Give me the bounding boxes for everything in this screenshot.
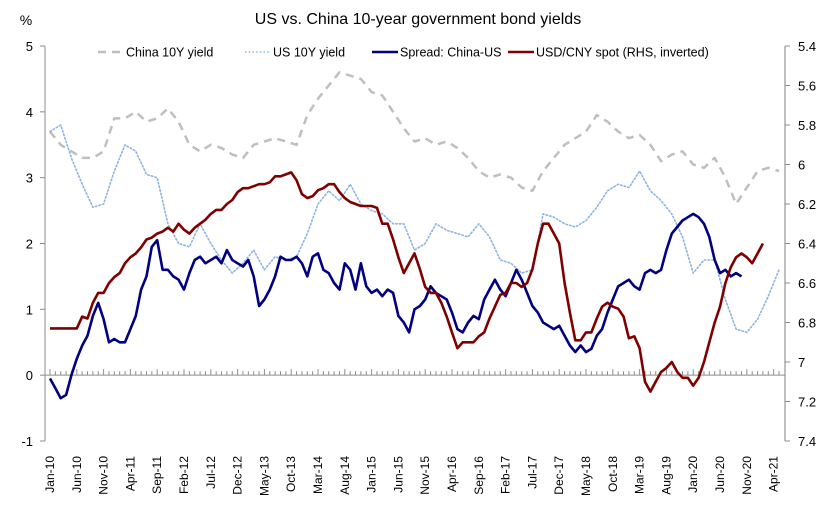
x-axis-tick-label: Sep-16	[472, 456, 486, 495]
right-axis-tick-label: 6.4	[798, 237, 816, 252]
right-axis-tick-label: 5.8	[798, 118, 816, 133]
legend: China 10Y yield US 10Y yield Spread: China…	[98, 46, 709, 60]
x-axis-tick-label: Feb-17	[499, 456, 513, 494]
x-axis-tick-label: Aug-19	[659, 456, 673, 495]
legend-label: Spread: China-US	[400, 46, 501, 60]
left-axis-tick-label: 3	[26, 171, 33, 186]
right-axis-tick-label: 7	[798, 355, 805, 370]
legend-label: USD/CNY spot (RHS, inverted)	[536, 46, 709, 60]
x-axis-tick-label: Jul-17	[525, 456, 539, 489]
x-axis-tick-label: Oct-13	[284, 456, 298, 492]
x-axis-tick-label: Jul-12	[204, 456, 218, 489]
x-axis-tick-label: May-13	[257, 456, 271, 496]
legend-label: US 10Y yield	[273, 46, 345, 60]
series-line-usd-cny-spot-rhs-inverted	[50, 171, 765, 393]
legend-label: China 10Y yield	[126, 46, 213, 60]
x-axis-tick-label: Dec-17	[552, 456, 566, 495]
right-axis-tick-label: 7.2	[798, 395, 816, 410]
left-axis-tick-label: 4	[26, 105, 33, 120]
chart-title: US vs. China 10-year government bond yie…	[255, 11, 581, 28]
right-axis-tick-label: 6.2	[798, 197, 816, 212]
left-axis-tick-label: 1	[26, 302, 33, 317]
x-axis-tick-label: Jun-15	[391, 456, 405, 493]
axes: 5 4 3 2 1 0 -1 5.4 5.6 5.8 6 6.2 6.4 6.6 6.8 7 7.2 7.4 Jan…	[21, 39, 816, 496]
left-axis-unit-label: %	[20, 12, 32, 28]
series-line-china-10y-yield	[49, 71, 780, 206]
x-axis-tick-label: Jun-10	[70, 456, 84, 493]
x-axis-tick-label: Jan-15	[365, 456, 379, 493]
x-axis-tick-label: Mar-19	[633, 456, 647, 494]
x-axis-tick-label: Jun-20	[713, 456, 727, 493]
right-axis-tick-label: 5.6	[798, 79, 816, 94]
x-axis-tick-label: Apr-16	[445, 456, 459, 492]
x-axis-tick-label: Nov-20	[740, 456, 754, 495]
right-axis-tick-label: 7.4	[798, 434, 816, 449]
series-line-spread-china-us	[48, 212, 743, 400]
left-axis-tick-label: 2	[26, 237, 33, 252]
x-axis-tick-label: Mar-14	[311, 456, 325, 494]
x-axis-tick-label: Jan-20	[686, 456, 700, 493]
x-axis-tick-label: Aug-14	[338, 456, 352, 495]
right-axis-tick-label: 6	[798, 158, 805, 173]
left-axis-tick-label: 0	[26, 368, 33, 383]
right-axis-tick-label: 6.8	[798, 316, 816, 331]
x-axis-tick-label: Sep-11	[150, 456, 164, 494]
x-axis-tick-label: Apr-11	[123, 456, 137, 491]
x-axis-tick-label: Feb-12	[177, 456, 191, 494]
x-axis-tick-label: May-18	[579, 456, 593, 496]
series-group	[48, 71, 780, 400]
left-axis-tick-label: 5	[26, 39, 33, 54]
x-axis-tick-label: Apr-21	[767, 456, 781, 492]
x-axis-tick-label: Jan-10	[43, 456, 57, 493]
right-axis-tick-label: 6.6	[798, 276, 816, 291]
right-axis-tick-label: 5.4	[798, 39, 816, 54]
x-axis-tick-label: Nov-10	[97, 456, 111, 495]
x-axis-tick-label: Oct-18	[606, 456, 620, 492]
left-axis-tick-label: -1	[21, 434, 33, 449]
x-axis-tick-label: Dec-12	[231, 456, 245, 495]
x-axis-tick-label: Nov-15	[418, 456, 432, 495]
